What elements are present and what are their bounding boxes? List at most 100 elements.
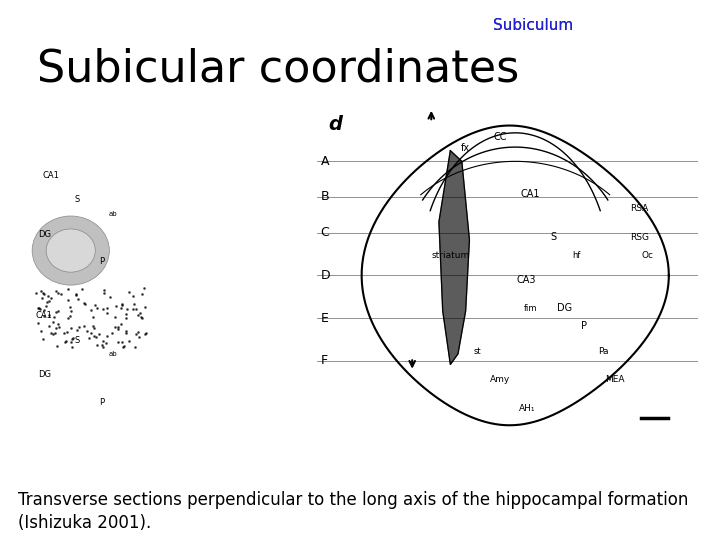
Point	[228, 350, 239, 359]
Point	[260, 305, 271, 314]
Point	[251, 204, 262, 212]
Point	[139, 302, 150, 311]
Point	[120, 310, 132, 319]
Point	[222, 342, 234, 351]
Point	[117, 300, 128, 308]
Point	[186, 333, 197, 341]
Point	[194, 328, 206, 337]
Point	[227, 232, 238, 240]
Point	[246, 212, 258, 221]
Point	[212, 336, 224, 345]
Point	[262, 294, 274, 302]
Point	[132, 311, 143, 320]
Point	[91, 333, 102, 341]
Point	[196, 336, 207, 345]
Text: AH₁: AH₁	[518, 404, 535, 413]
Text: S: S	[217, 195, 222, 204]
Point	[238, 223, 250, 232]
Point	[246, 330, 257, 339]
Point	[138, 284, 150, 293]
Point	[266, 346, 277, 355]
Point	[48, 318, 59, 326]
Point	[184, 319, 195, 328]
Text: E: E	[320, 312, 328, 325]
Point	[258, 352, 269, 360]
Point	[180, 305, 192, 314]
Point	[180, 334, 192, 342]
Point	[175, 340, 186, 348]
Text: Amy: Amy	[490, 375, 510, 384]
Point	[73, 323, 85, 332]
Point	[261, 352, 273, 360]
Point	[271, 346, 283, 354]
Point	[202, 303, 214, 312]
Point	[71, 325, 83, 334]
Point	[205, 336, 217, 345]
Point	[255, 348, 266, 357]
Point	[64, 303, 76, 312]
Point	[133, 333, 145, 341]
Point	[271, 336, 283, 345]
Point	[248, 210, 259, 219]
Point	[254, 349, 266, 358]
Point	[211, 298, 222, 306]
Point	[190, 343, 202, 352]
Point	[176, 349, 188, 357]
Point	[63, 285, 74, 293]
Point	[180, 291, 192, 299]
Point	[112, 322, 123, 331]
Point	[127, 300, 139, 308]
Point	[201, 326, 212, 334]
Point	[230, 230, 241, 238]
Point	[30, 289, 42, 298]
Point	[233, 308, 245, 317]
Point	[65, 324, 76, 333]
Point	[61, 328, 73, 336]
Point	[248, 290, 260, 299]
Text: P: P	[99, 398, 104, 407]
Point	[230, 289, 242, 298]
Point	[249, 327, 261, 335]
Point	[212, 297, 223, 306]
Point	[221, 288, 233, 297]
Point	[121, 329, 132, 338]
Point	[83, 334, 94, 342]
Point	[102, 303, 113, 312]
Point	[229, 310, 240, 319]
Point	[207, 341, 218, 350]
Point	[258, 345, 269, 354]
Point	[248, 209, 260, 218]
Point	[243, 341, 254, 350]
Text: S: S	[75, 335, 80, 345]
Point	[93, 330, 104, 339]
Point	[123, 336, 135, 345]
Text: CA1: CA1	[179, 171, 195, 180]
Point	[230, 229, 242, 238]
Point	[81, 326, 93, 335]
Ellipse shape	[32, 216, 109, 285]
Point	[251, 201, 263, 210]
Point	[100, 339, 112, 347]
Point	[173, 302, 184, 311]
Point	[201, 309, 212, 318]
Point	[255, 301, 266, 310]
Point	[45, 294, 57, 302]
Point	[174, 298, 185, 307]
Point	[198, 320, 210, 328]
Point	[251, 202, 263, 211]
Point	[117, 300, 128, 309]
Point	[272, 330, 284, 339]
Point	[179, 316, 191, 325]
Point	[228, 231, 239, 240]
Text: C: C	[320, 226, 329, 239]
Text: P: P	[99, 258, 104, 266]
Point	[250, 321, 261, 330]
Point	[222, 310, 234, 319]
Point	[222, 234, 234, 242]
Point	[225, 233, 236, 241]
Point	[268, 302, 279, 311]
Point	[54, 323, 66, 332]
Text: MEA: MEA	[605, 375, 624, 384]
Point	[248, 345, 259, 353]
Text: A: A	[27, 138, 38, 152]
